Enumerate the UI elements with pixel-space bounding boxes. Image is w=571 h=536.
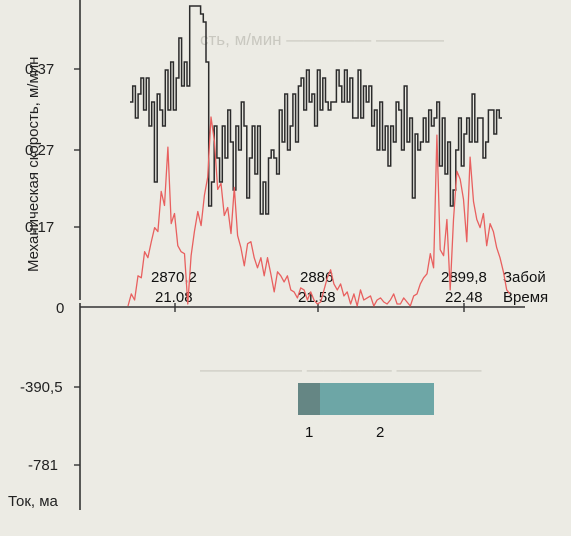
speed-tick-label: 0,27	[25, 142, 54, 159]
interval-bar	[298, 383, 434, 415]
interval-bar-start	[298, 383, 320, 415]
time-label: 22.48	[445, 289, 483, 306]
time-label: 21.58	[298, 289, 336, 306]
current-tick-label: -390,5	[20, 379, 63, 396]
speed-tick-label: 0,37	[25, 61, 54, 78]
speed-y-axis-label: Механическая скорость, м/мин	[25, 57, 42, 272]
depth-axis-label: Забой	[503, 269, 546, 286]
interval-label-end: 2	[376, 424, 384, 441]
speed-tick-label: 0,17	[25, 219, 54, 236]
current-tick-label: 0	[56, 300, 64, 317]
current-series-line	[127, 116, 511, 307]
speed-series-line	[130, 5, 502, 215]
current-y-axis-label: Ток, ма	[8, 493, 59, 510]
time-label: 21.08	[155, 289, 193, 306]
current-tick-label: -781	[28, 457, 58, 474]
interval-label-start: 1	[305, 424, 313, 441]
depth-label: 2899,8	[441, 269, 487, 286]
time-axis-label: Время	[503, 289, 548, 306]
depth-label: 2886	[300, 269, 333, 286]
